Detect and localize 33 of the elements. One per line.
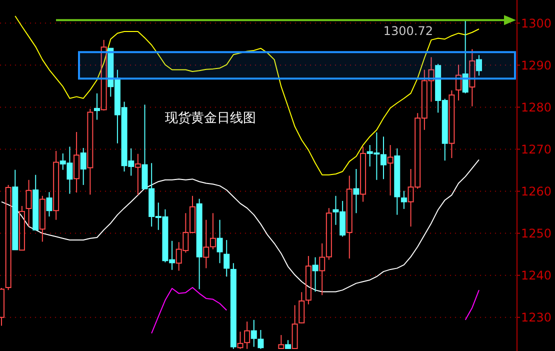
candlestick xyxy=(469,48,476,107)
candlestick xyxy=(394,148,400,216)
candlestick xyxy=(26,179,32,228)
candlestick xyxy=(244,321,250,350)
y-tick-label: 1230 xyxy=(521,310,552,325)
candlestick xyxy=(74,131,80,194)
line-series xyxy=(14,15,480,176)
y-tick-label: 1240 xyxy=(521,268,552,283)
y-tick-label: 1280 xyxy=(521,100,552,114)
y-tick-label: 1270 xyxy=(521,142,552,156)
y-tick-label: 1250 xyxy=(521,226,552,240)
ref-line-label: 1300.72 xyxy=(383,24,433,38)
y-tick-label: 1260 xyxy=(521,184,552,198)
candlestick xyxy=(80,147,86,186)
candlestick xyxy=(305,256,312,305)
candlestick xyxy=(46,192,52,217)
candlestick xyxy=(53,150,60,220)
y-tick-label: 1300 xyxy=(521,16,552,30)
candlestick xyxy=(39,195,46,242)
candlestick xyxy=(134,153,141,196)
candlestick xyxy=(353,168,360,214)
candlestick xyxy=(196,198,202,290)
candlestick xyxy=(456,64,462,101)
y-tick-label: 1290 xyxy=(521,58,552,72)
candlestick xyxy=(224,240,230,278)
candlestick xyxy=(400,190,407,210)
line-series xyxy=(1,159,480,292)
candlestick xyxy=(346,175,352,260)
candlestick xyxy=(360,146,366,202)
candlestick xyxy=(94,92,100,120)
candlestick xyxy=(387,144,394,196)
candlestick xyxy=(216,219,223,264)
text: 现货黄金日线图 xyxy=(165,111,256,126)
